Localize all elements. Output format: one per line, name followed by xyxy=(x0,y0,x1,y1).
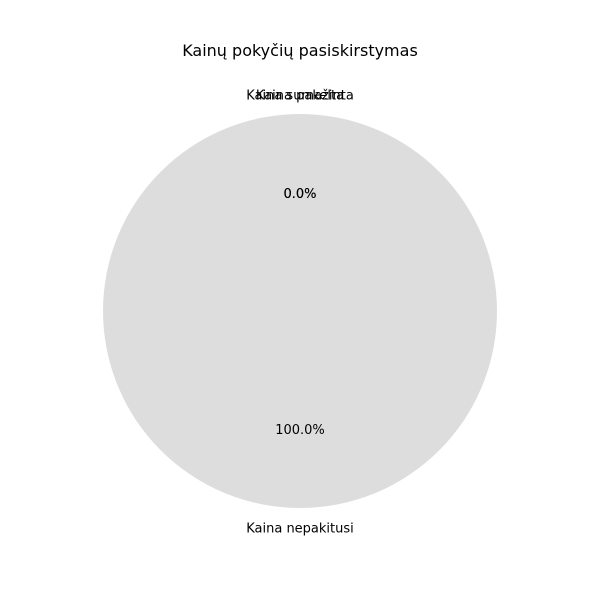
slice-label: Kaina sumažinta xyxy=(246,88,354,103)
pie-slice xyxy=(103,114,497,508)
chart-title: Kainų pokyčių pasiskirstymas xyxy=(182,41,418,60)
slice-percent-label: 0.0% xyxy=(283,187,316,202)
slice-percent-label: 100.0% xyxy=(275,423,325,438)
pie-slices xyxy=(103,114,497,508)
slice-label: Kaina nepakitusi xyxy=(246,522,354,537)
slice-percent-label: 0.0% xyxy=(283,187,316,202)
slice-label: Kaina pakelta xyxy=(256,88,344,103)
